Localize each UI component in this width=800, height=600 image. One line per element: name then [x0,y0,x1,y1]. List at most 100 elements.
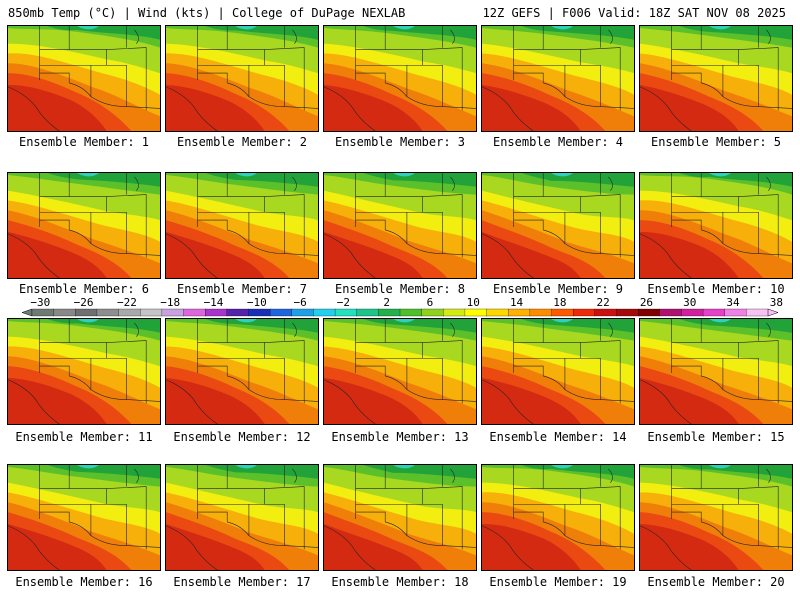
boundary-line [701,375,792,402]
temp-band [8,377,107,424]
colorbar-swatch [421,308,444,317]
state-boundaries [8,465,160,570]
lake-outline [450,322,455,337]
temp-band-cyan [393,26,415,30]
boundary-line [422,194,463,258]
boundary-line [482,233,534,278]
boundary-line [90,64,127,107]
state-boundaries [8,319,160,424]
ensemble-member-label: Ensemble Member: 20 [647,575,785,589]
boundary-line [8,525,60,570]
boundary-line [69,375,160,402]
boundary-line [422,486,463,550]
boundary-line [701,229,792,256]
colorbar-swatch [399,308,423,317]
ensemble-map-panel [481,172,635,279]
temp-band-dark-green [205,319,318,333]
lake-outline [450,468,455,483]
temp-band-cyan [77,319,99,323]
boundary-line [39,511,70,522]
temperature-map [166,465,318,570]
colorbar-min-arrow [21,308,33,317]
state-boundaries [482,173,634,278]
ensemble-map-panel [165,25,319,132]
temp-band [640,231,739,278]
ensemble-map-panel [481,464,635,571]
boundary-line [564,503,601,546]
colorbar-tick-label: 22 [597,296,610,309]
lake-outline [766,29,771,44]
boundary-line [543,521,634,548]
temp-band-cyan [393,173,415,177]
colorbar-tick-label: −26 [74,296,94,309]
colorbar-swatch [161,308,184,317]
state-boundaries [324,465,476,570]
colorbar-tick-label: 38 [770,296,783,309]
temp-band-dark-green [521,465,634,479]
colorbar-swatch [681,308,704,317]
colorbar-tick-label: 6 [427,296,434,309]
boundary-line [90,211,127,254]
boundary-line [671,488,739,505]
temp-band [482,84,581,131]
colorbar-swatch [226,308,249,317]
boundary-line [106,194,147,258]
colorbar-tick-label: 18 [553,296,566,309]
ensemble-map-panel [481,25,635,132]
ensemble-member-label: Ensemble Member: 19 [489,575,627,589]
colorbar-swatch [31,308,55,317]
ensemble-member-label: Ensemble Member: 11 [15,430,153,444]
colorbar-swatch [53,308,76,317]
lake-outline [134,29,139,44]
boundary-line [248,211,285,254]
boundary-line [227,375,318,402]
lake-outline [766,322,771,337]
boundary-line [39,365,70,376]
lake-outline [450,176,455,191]
boundary-line [264,340,305,404]
ensemble-member-label: Ensemble Member: 12 [173,430,311,444]
colorbar-tick-label: −2 [337,296,350,309]
colorbar-swatch [594,308,617,317]
ensemble-map-panel [165,318,319,425]
colorbar-swatch [551,308,574,317]
temperature-map [324,465,476,570]
temperature-map [324,173,476,278]
temp-band-cyan [235,173,257,177]
lake-outline [608,468,613,483]
temp-band-dark-green [205,465,318,479]
boundary-line [90,357,127,400]
temp-band [8,84,107,131]
colorbar-tick-label: −22 [117,296,137,309]
temp-band-cyan [235,465,257,469]
colorbar-max-arrow [767,308,779,317]
ensemble-member-label: Ensemble Member: 13 [331,430,469,444]
boundary-line [197,72,228,83]
state-boundaries [8,173,160,278]
ensemble-map-panel [639,318,793,425]
colorbar-tick-label: 14 [510,296,524,309]
temp-band-dark-green [205,173,318,187]
boundary-line [513,196,581,213]
lake-outline [134,176,139,191]
temperature-map [640,26,792,131]
temp-band [640,377,739,424]
boundary-line [543,82,634,109]
boundary-line [385,375,476,402]
temp-band-cyan [77,173,99,177]
boundary-line [738,47,779,111]
colorbar-swatch [205,308,228,317]
state-boundaries [640,26,792,131]
colorbar-swatch [140,308,163,317]
temperature-map [166,173,318,278]
colorbar-swatch [183,308,206,317]
boundary-line [580,486,621,550]
boundary-line [385,521,476,548]
boundary-line [8,379,60,424]
boundary-line [324,86,376,131]
boundary-line [264,47,305,111]
state-boundaries [482,26,634,131]
ensemble-member-label: Ensemble Member: 10 [647,282,785,296]
boundary-line [106,486,147,550]
boundary-line [69,229,160,256]
